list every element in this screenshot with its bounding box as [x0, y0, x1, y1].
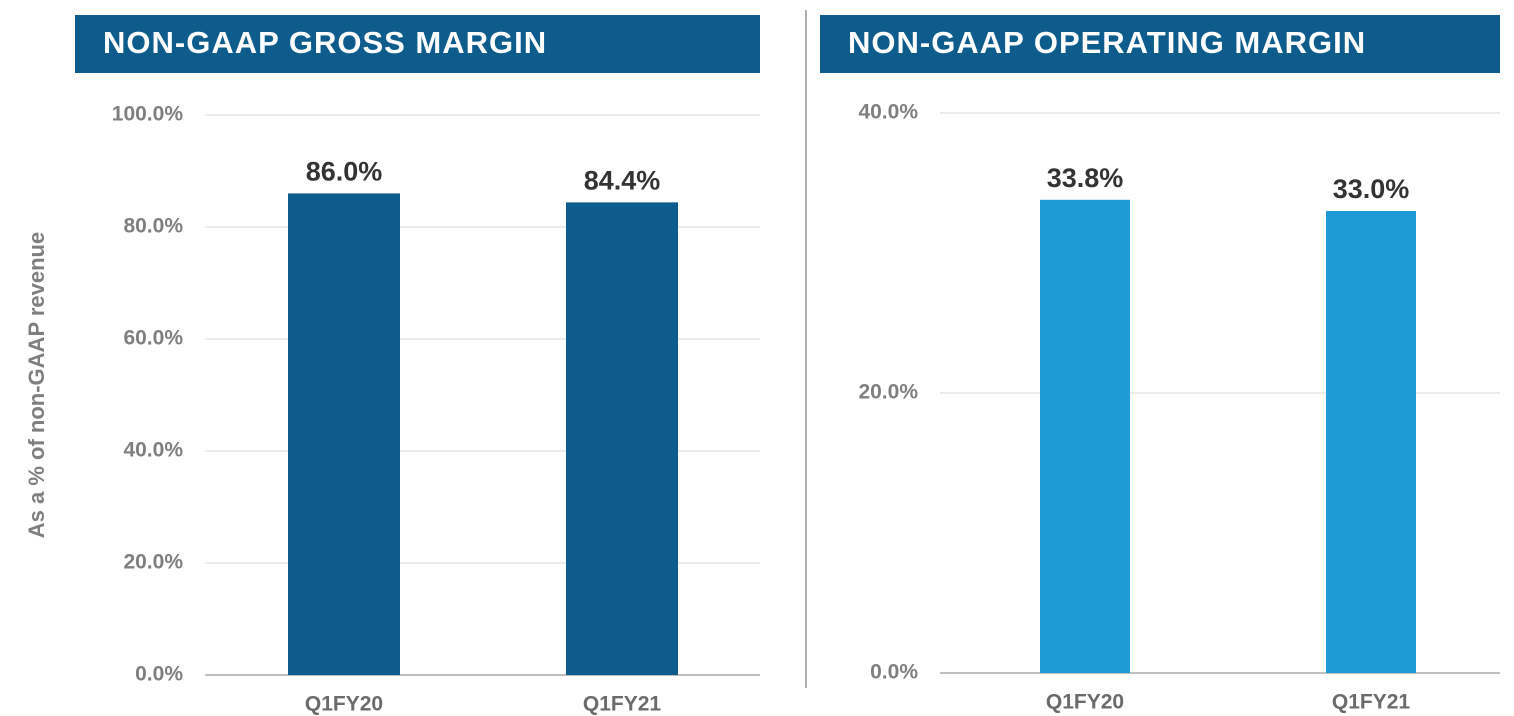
- y-tick-label: 20.0%: [123, 551, 183, 574]
- bar: [288, 193, 400, 675]
- y-tick-label: 0.0%: [870, 661, 918, 684]
- chart-title: NON-GAAP GROSS MARGIN: [103, 25, 547, 60]
- value-label: 33.8%: [1047, 163, 1124, 193]
- bar: [1040, 199, 1130, 674]
- y-tick-label: 40.0%: [123, 439, 183, 462]
- bar: [1326, 211, 1416, 673]
- value-label: 84.4%: [584, 165, 661, 195]
- title-bar: [820, 15, 1500, 73]
- y-tick-label: 60.0%: [123, 327, 183, 350]
- x-tick-label: Q1FY20: [305, 693, 383, 716]
- y-tick-label: 20.0%: [858, 381, 918, 404]
- y-tick-label: 40.0%: [858, 101, 918, 124]
- y-tick-label: 80.0%: [123, 215, 183, 238]
- x-tick-label: Q1FY20: [1046, 691, 1124, 714]
- value-label: 33.0%: [1333, 174, 1410, 204]
- title-bar: [75, 15, 760, 73]
- y-axis-label: As a % of non-GAAP revenue: [24, 232, 49, 538]
- y-tick-label: 100.0%: [112, 103, 184, 126]
- bar: [566, 202, 678, 676]
- x-tick-label: Q1FY21: [583, 693, 662, 716]
- value-label: 86.0%: [306, 157, 383, 187]
- y-tick-label: 0.0%: [135, 663, 183, 686]
- chart-title: NON-GAAP OPERATING MARGIN: [848, 25, 1366, 60]
- x-tick-label: Q1FY21: [1332, 691, 1411, 714]
